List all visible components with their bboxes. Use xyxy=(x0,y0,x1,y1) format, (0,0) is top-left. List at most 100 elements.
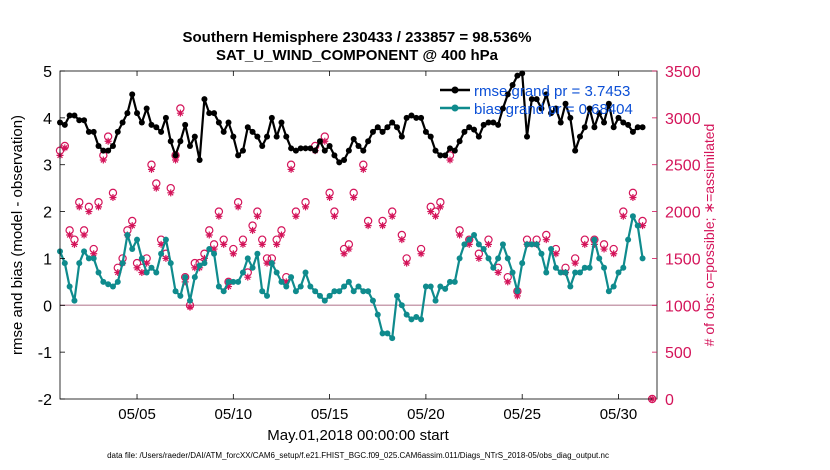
rmse-point xyxy=(167,138,174,145)
rmse-point xyxy=(504,91,511,98)
bias-point xyxy=(451,278,458,285)
bias-point xyxy=(182,274,189,281)
obs-assimilated-point xyxy=(128,222,136,230)
obs-assimilated-point xyxy=(456,231,464,239)
rmse-point xyxy=(538,105,545,112)
rmse-point xyxy=(365,138,372,145)
rmse-point xyxy=(239,147,246,154)
rmse-point xyxy=(81,117,88,124)
rmse-point xyxy=(461,128,468,135)
rmse-point xyxy=(629,128,636,135)
bias-point xyxy=(504,255,511,262)
bias-point xyxy=(249,264,256,271)
bias-point xyxy=(528,241,535,248)
bias-point xyxy=(129,246,136,253)
bias-point xyxy=(394,292,401,299)
y-left-tick-label: 4 xyxy=(43,111,52,128)
y-left-tick-label: 3 xyxy=(43,158,52,175)
bias-point xyxy=(264,292,271,299)
bias-point xyxy=(230,278,237,285)
rmse-point xyxy=(422,128,429,135)
rmse-point xyxy=(292,147,299,154)
y-left-tick-label: 2 xyxy=(43,205,52,222)
data-file-footer: data file: /Users/raeder/DAI/ATM_forcXX/… xyxy=(107,451,609,460)
obs-assimilated-point xyxy=(263,259,271,267)
obs-assimilated-point xyxy=(465,240,473,248)
rmse-point xyxy=(114,128,121,135)
rmse-point xyxy=(634,124,641,131)
bias-point xyxy=(456,255,463,262)
rmse-point xyxy=(90,128,97,135)
bias-point xyxy=(134,236,141,243)
bias-point xyxy=(533,241,540,248)
bias-point xyxy=(562,269,569,276)
rmse-point xyxy=(615,114,622,121)
bias-point xyxy=(581,264,588,271)
rmse-point xyxy=(389,119,396,126)
bias-point xyxy=(268,260,275,267)
obs-assimilated-point xyxy=(436,203,444,211)
obs-assimilated-point xyxy=(484,240,492,248)
y-right-tick-label: 3500 xyxy=(665,64,701,81)
bias-point xyxy=(85,255,92,262)
rmse-point xyxy=(191,133,198,140)
y-right-tick-label: 2500 xyxy=(665,158,701,175)
bias-point xyxy=(369,297,376,304)
rmse-point xyxy=(336,159,343,166)
bias-point xyxy=(509,269,516,276)
rmse-point xyxy=(321,147,328,154)
bias-point xyxy=(119,260,126,267)
bias-point xyxy=(596,255,603,262)
rmse-point xyxy=(451,147,458,154)
rmse-point xyxy=(360,147,367,154)
bias-point xyxy=(625,236,632,243)
bias-point xyxy=(288,274,295,281)
x-tick-label: 05/30 xyxy=(600,406,638,423)
y-right-tick-label: 1000 xyxy=(665,298,701,315)
obs-assimilated-point xyxy=(152,184,160,192)
obs-assimilated-point xyxy=(239,240,247,248)
bias-point xyxy=(254,250,261,257)
rmse-point xyxy=(572,147,579,154)
rmse-point xyxy=(427,133,434,140)
obs-assimilated-point xyxy=(157,240,165,248)
bias-point xyxy=(572,269,579,276)
rmse-point xyxy=(601,119,608,126)
obs-assimilated-point xyxy=(364,222,372,230)
obs-assimilated-point xyxy=(427,208,435,216)
rmse-point xyxy=(625,121,632,128)
bias-point xyxy=(61,260,68,267)
obs-assimilated-point xyxy=(75,203,83,211)
rmse-point xyxy=(259,142,266,149)
obs-assimilated-point xyxy=(432,212,440,220)
bias-point xyxy=(186,297,193,304)
bias-point xyxy=(148,264,155,271)
bias-point xyxy=(312,288,319,295)
rmse-point xyxy=(533,96,540,103)
rmse-point xyxy=(182,121,189,128)
x-tick-label: 05/25 xyxy=(503,406,541,423)
obs-assimilated-point xyxy=(61,144,69,152)
rmse-point xyxy=(384,124,391,131)
rmse-point xyxy=(201,96,208,103)
obs-assimilated-point xyxy=(162,254,170,262)
rmse-point xyxy=(264,133,271,140)
y-axis-right-label: # of obs: o=possible; ∗=assimilated xyxy=(701,124,717,347)
bias-point xyxy=(66,283,73,290)
bias-point xyxy=(446,278,453,285)
rmse-point xyxy=(413,114,420,121)
obs-assimilated-point xyxy=(273,240,281,248)
rmse-point xyxy=(249,128,256,135)
rmse-point xyxy=(576,133,583,140)
bias-point xyxy=(379,330,386,337)
rmse-point xyxy=(466,124,473,131)
obs-assimilated-point xyxy=(114,268,122,276)
obs-assimilated-point xyxy=(581,240,589,248)
bias-point xyxy=(292,288,299,295)
rmse-point xyxy=(403,114,410,121)
bias-point xyxy=(350,288,357,295)
obs-assimilated-point xyxy=(244,273,252,281)
y-axis-left-label: rmse and bias (model - observation) xyxy=(9,115,26,355)
y-left-tick-label: -1 xyxy=(38,345,52,362)
chart-title-line1: Southern Hemisphere 230433 / 233857 = 98… xyxy=(183,29,532,46)
